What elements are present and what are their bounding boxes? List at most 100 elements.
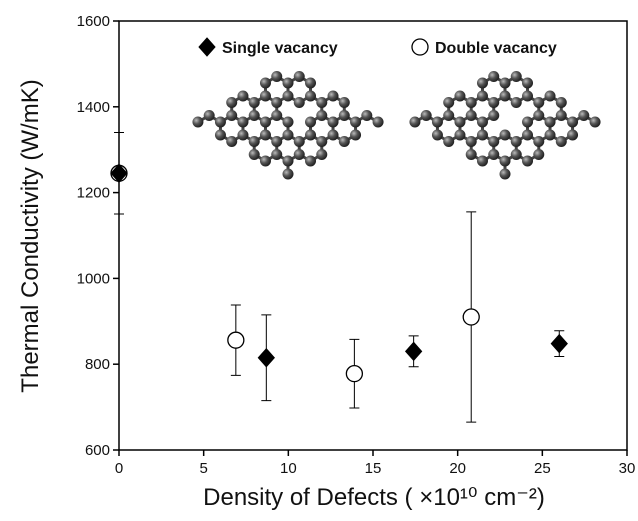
atom	[259, 155, 271, 167]
atom	[282, 116, 294, 128]
atom	[259, 90, 271, 102]
atom	[533, 97, 545, 108]
atom	[510, 97, 522, 108]
atom	[282, 129, 294, 141]
atom	[522, 77, 534, 89]
data-point	[345, 364, 364, 383]
atom	[522, 129, 534, 141]
atom	[214, 129, 226, 141]
atom	[555, 136, 567, 147]
data-point	[404, 341, 423, 362]
atom	[327, 129, 339, 141]
atom	[259, 116, 271, 128]
atom	[533, 110, 545, 121]
legend-label: Single vacancy	[222, 40, 338, 57]
atom	[443, 97, 455, 108]
atom	[248, 136, 260, 147]
atom	[465, 110, 477, 121]
x-tick-label: 0	[115, 460, 123, 477]
data-point	[550, 333, 568, 354]
y-tick-label: 600	[85, 442, 110, 459]
y-tick-label: 1200	[77, 185, 110, 202]
atom	[214, 116, 226, 128]
atom	[271, 149, 283, 160]
x-axis-label: Density of Defects ( ×10¹⁰ cm⁻²)	[203, 484, 545, 511]
atom	[316, 97, 328, 108]
atom	[465, 97, 477, 108]
atom	[533, 149, 545, 160]
x-tick-label: 15	[365, 460, 382, 477]
atom	[350, 116, 362, 128]
legend-label: Double vacancy	[435, 40, 557, 57]
atom	[409, 116, 421, 128]
atom	[192, 116, 204, 128]
atom	[567, 116, 579, 128]
atom	[522, 155, 534, 167]
atom	[271, 110, 283, 121]
atom	[248, 149, 260, 160]
atom	[555, 110, 567, 121]
atom	[327, 116, 339, 128]
atom	[533, 136, 545, 147]
atom	[316, 110, 328, 121]
atom	[476, 116, 488, 128]
atom	[293, 149, 305, 160]
x-tick-label: 20	[449, 460, 466, 477]
atom	[499, 155, 511, 167]
atom	[271, 136, 283, 147]
atom	[226, 136, 238, 147]
atom	[203, 110, 215, 121]
plot-frame	[118, 20, 628, 451]
y-tick-label: 1000	[77, 270, 110, 287]
atom	[305, 90, 317, 102]
atom	[443, 110, 455, 121]
atom	[305, 116, 317, 128]
atom	[522, 90, 534, 102]
atom	[544, 90, 556, 102]
lattice-illustrations	[192, 71, 601, 180]
atom	[465, 136, 477, 147]
atom	[510, 136, 522, 147]
data-point	[257, 348, 275, 368]
atom	[488, 136, 500, 147]
atom	[293, 71, 305, 82]
y-tick-label: 800	[85, 356, 110, 373]
atom	[544, 129, 556, 141]
atom	[361, 110, 373, 121]
atom	[454, 90, 466, 102]
atom	[350, 129, 362, 141]
atom	[293, 97, 305, 108]
atom	[488, 110, 500, 121]
atom	[248, 97, 260, 108]
atom	[259, 129, 271, 141]
atom	[465, 149, 477, 160]
atom	[488, 97, 500, 108]
x-tick-label: 5	[199, 460, 207, 477]
atom	[420, 110, 432, 121]
atom	[305, 155, 317, 167]
atom	[338, 110, 350, 121]
atom	[305, 129, 317, 141]
atom	[237, 129, 249, 141]
legend-marker	[411, 38, 429, 56]
atom	[316, 136, 328, 147]
atom	[293, 136, 305, 147]
atom	[431, 129, 443, 141]
atom	[282, 168, 294, 180]
atom	[578, 110, 590, 121]
atom	[589, 116, 601, 128]
y-tick-label: 1400	[77, 99, 110, 116]
atom	[271, 97, 283, 108]
atom	[488, 71, 500, 82]
atom	[499, 129, 511, 141]
atom	[431, 116, 443, 128]
atom	[327, 90, 339, 102]
atom	[316, 149, 328, 160]
atom	[338, 136, 350, 147]
atom	[282, 90, 294, 102]
atom	[454, 116, 466, 128]
atom	[237, 116, 249, 128]
atom	[372, 116, 384, 128]
data-point	[462, 308, 480, 326]
